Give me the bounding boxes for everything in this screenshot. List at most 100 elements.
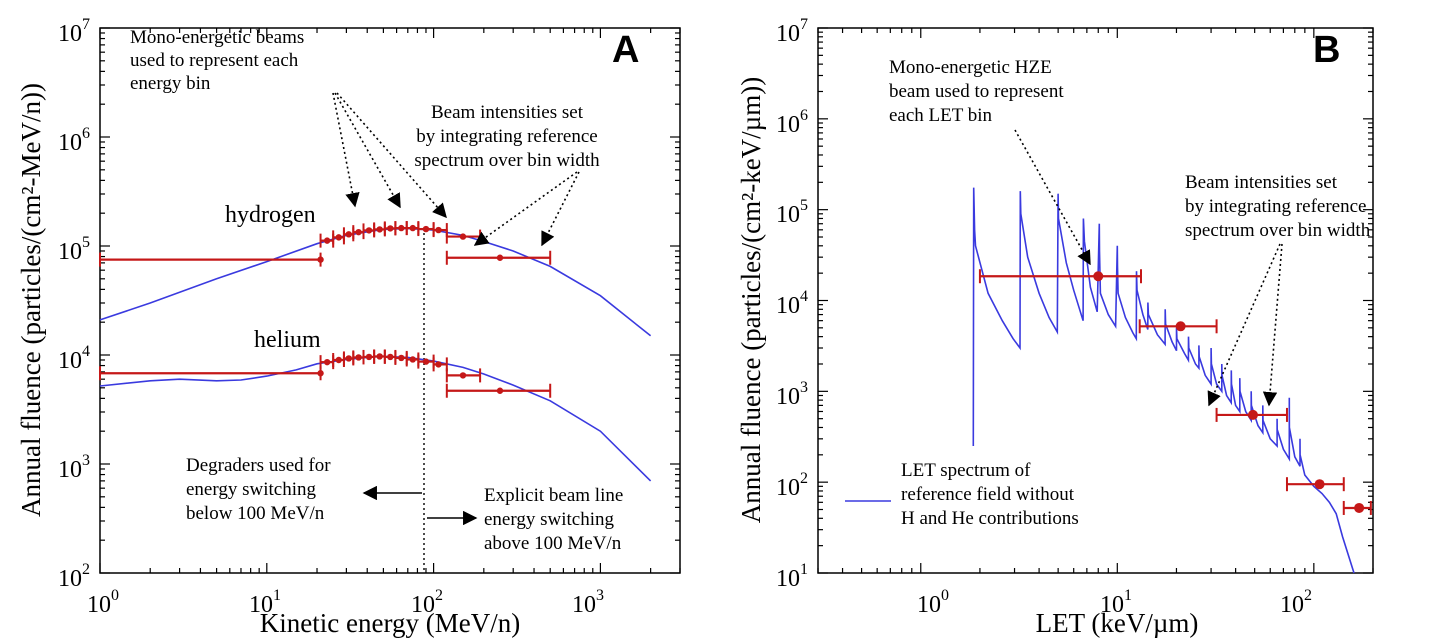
beam-point bbox=[317, 370, 324, 377]
beam-point bbox=[459, 233, 467, 240]
beam-point bbox=[435, 361, 442, 368]
legend-text-line: H and He contributions bbox=[901, 508, 1079, 529]
panel-a-y-tick-label: 105 bbox=[58, 234, 90, 265]
annotation-hze-line: Mono-energetic HZE bbox=[889, 57, 1052, 78]
panel-b-y-tick-label: 105 bbox=[776, 197, 808, 228]
panel-b-y-tick-label: 104 bbox=[776, 288, 808, 319]
annotation-degraders-line: energy switching bbox=[186, 479, 316, 500]
panel-a-plot-frame bbox=[99, 27, 681, 574]
panel-b-y-ticks bbox=[818, 27, 1373, 574]
annotation-intensity-b-line: spectrum over bin width bbox=[1185, 220, 1371, 241]
annotation-explicit-line: energy switching bbox=[484, 509, 614, 530]
panel-b-y-tick-label: 101 bbox=[776, 561, 808, 592]
hydrogen-spectrum-line bbox=[99, 227, 652, 337]
beam-point bbox=[323, 358, 331, 366]
beam-point bbox=[459, 372, 467, 379]
panel-b-y-tick-label: 107 bbox=[776, 16, 808, 47]
panel-b: 100 101 102 101 102 103 104 105 106 107 … bbox=[736, 16, 1374, 638]
beam-point bbox=[398, 354, 405, 362]
panel-b-y-axis-title: Annual fluence (particles/(cm²-keV/µm)) bbox=[736, 77, 766, 523]
beam-point bbox=[496, 387, 504, 394]
annotation-intensity-b-line: Beam intensities set bbox=[1185, 172, 1338, 193]
legend-text-line: reference field without bbox=[901, 484, 1075, 505]
annotation-degraders-line: Degraders used for bbox=[186, 455, 331, 476]
arrow-beams-2 bbox=[334, 92, 401, 209]
beam-point bbox=[355, 228, 362, 236]
beam-point bbox=[422, 358, 430, 365]
beam-point bbox=[335, 356, 342, 364]
panel-b-x-ticks bbox=[817, 28, 1374, 573]
beam-point bbox=[1247, 409, 1258, 420]
panel-b-letter: B bbox=[1313, 29, 1340, 71]
panel-a-y-tick-label: 103 bbox=[58, 452, 90, 483]
panel-a-beams bbox=[99, 221, 552, 398]
arrow-intensity-b-2 bbox=[1262, 243, 1283, 407]
panel-a-x-tick-labels: 100 101 102 103 bbox=[87, 587, 604, 618]
panel-a-y-tick-label: 104 bbox=[58, 343, 90, 374]
beam-point bbox=[496, 254, 504, 261]
annotation-beams-line: used to represent each bbox=[130, 50, 299, 71]
panel-a-x-axis-title: Kinetic energy (MeV/n) bbox=[260, 608, 520, 638]
panel-a-y-tick-label: 106 bbox=[58, 125, 90, 156]
panel-b-x-tick-label: 100 bbox=[917, 587, 949, 618]
annotation-explicit: Explicit beam line energy switching abov… bbox=[484, 485, 623, 554]
panel-a-curves bbox=[99, 227, 652, 482]
panel-b-x-axis-title: LET (keV/µm) bbox=[1036, 608, 1199, 638]
panel-a-y-ticks bbox=[100, 27, 680, 574]
panel-b-x-tick-label: 102 bbox=[1280, 587, 1312, 618]
beam-point bbox=[355, 354, 362, 361]
arrow-intensity-2 bbox=[541, 171, 580, 247]
beam-point bbox=[365, 227, 373, 234]
annotation-beams: Mono-energetic beams used to represent e… bbox=[130, 27, 304, 94]
annotation-intensity-b: Beam intensities set by integrating refe… bbox=[1185, 172, 1371, 241]
panel-a-x-ticks bbox=[99, 28, 681, 573]
beam-point bbox=[1175, 321, 1186, 332]
panel-a-x-tick-label: 100 bbox=[87, 587, 119, 618]
legend: LET spectrum of reference field without … bbox=[845, 460, 1079, 529]
legend-text-line: LET spectrum of bbox=[901, 460, 1031, 481]
annotation-hze-line: each LET bin bbox=[889, 105, 993, 126]
beam-point bbox=[323, 237, 331, 244]
beam-point bbox=[409, 224, 416, 232]
panel-a-y-tick-label: 107 bbox=[58, 16, 90, 47]
beam-point bbox=[345, 231, 352, 238]
beam-point bbox=[365, 353, 373, 361]
beam-point bbox=[387, 225, 394, 232]
panel-a-y-axis-title: Annual fluence (particles/(cm²-MeV/n)) bbox=[16, 83, 46, 517]
annotation-intensity-a-line: spectrum over bin width bbox=[414, 150, 600, 171]
panel-b-y-tick-label: 103 bbox=[776, 379, 808, 410]
panel-b-y-tick-labels: 101 102 103 104 105 106 107 bbox=[776, 16, 808, 592]
annotation-explicit-line: above 100 MeV/n bbox=[484, 533, 622, 554]
beam-point bbox=[376, 226, 383, 233]
panel-a-x-tick-label: 103 bbox=[572, 587, 604, 618]
beam-point bbox=[422, 225, 430, 233]
let-spectrum-line bbox=[972, 187, 1355, 574]
beam-point bbox=[1354, 502, 1365, 513]
helium-label: helium bbox=[254, 327, 321, 353]
beam-point bbox=[335, 234, 342, 241]
beam-point bbox=[387, 353, 394, 361]
annotation-explicit-line: Explicit beam line bbox=[484, 485, 623, 506]
beam-point bbox=[1314, 479, 1325, 490]
annotation-degraders-line: below 100 MeV/n bbox=[186, 503, 325, 524]
beam-point bbox=[398, 224, 405, 232]
annotation-degraders: Degraders used for energy switching belo… bbox=[186, 455, 331, 524]
panel-a: 100 101 102 103 102 103 104 105 106 107 … bbox=[16, 16, 681, 638]
panel-b-y-tick-label: 102 bbox=[776, 470, 808, 501]
beam-point bbox=[1093, 271, 1104, 282]
hydrogen-label: hydrogen bbox=[225, 202, 316, 228]
helium-spectrum-line bbox=[99, 355, 652, 482]
annotation-hze-line: beam used to represent bbox=[889, 81, 1064, 102]
beam-point bbox=[435, 226, 442, 234]
beam-point bbox=[409, 356, 416, 363]
annotation-beams-line: Mono-energetic beams bbox=[130, 27, 304, 48]
beam-point bbox=[376, 353, 383, 360]
annotation-intensity-a-line: by integrating reference bbox=[416, 126, 597, 147]
annotation-intensity-b-line: by integrating reference bbox=[1185, 196, 1366, 217]
annotation-intensity-a: Beam intensities set by integrating refe… bbox=[414, 102, 600, 171]
panel-b-beams bbox=[978, 269, 1372, 515]
panel-b-y-tick-label: 106 bbox=[776, 107, 808, 138]
panel-a-y-tick-label: 102 bbox=[58, 561, 90, 592]
panel-a-letter: A bbox=[612, 29, 639, 71]
panel-b-curves bbox=[972, 187, 1355, 574]
